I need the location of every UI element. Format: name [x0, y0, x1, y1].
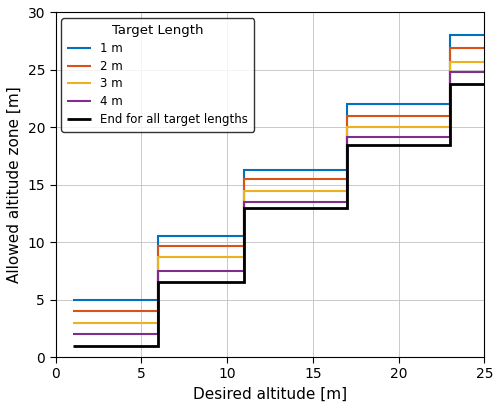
End for all target lengths	[156, 280, 162, 285]
Line: End for all target lengths: End for all target lengths	[72, 84, 484, 346]
1 m	[241, 234, 247, 239]
2 m	[344, 113, 350, 118]
3 m	[156, 255, 162, 260]
End for all target lengths	[482, 81, 488, 86]
4 m	[344, 200, 350, 204]
Line: 3 m: 3 m	[72, 62, 484, 323]
3 m	[482, 59, 488, 64]
Line: 2 m: 2 m	[72, 48, 484, 311]
1 m	[156, 297, 162, 302]
1 m	[344, 102, 350, 107]
2 m	[156, 309, 162, 314]
3 m	[241, 255, 247, 260]
1 m	[70, 297, 75, 302]
Y-axis label: Allowed altitude zone [m]: Allowed altitude zone [m]	[7, 86, 22, 283]
4 m	[70, 332, 75, 337]
1 m	[447, 102, 453, 107]
3 m	[344, 188, 350, 193]
End for all target lengths	[70, 343, 75, 348]
2 m	[344, 177, 350, 182]
End for all target lengths	[241, 280, 247, 285]
4 m	[482, 70, 488, 74]
2 m	[241, 177, 247, 182]
2 m	[447, 45, 453, 50]
2 m	[447, 113, 453, 118]
3 m	[70, 320, 75, 325]
X-axis label: Desired altitude [m]: Desired altitude [m]	[193, 387, 347, 402]
1 m	[344, 167, 350, 172]
4 m	[156, 332, 162, 337]
3 m	[241, 188, 247, 193]
4 m	[241, 200, 247, 204]
1 m	[241, 167, 247, 172]
4 m	[344, 134, 350, 139]
Line: 1 m: 1 m	[72, 36, 484, 300]
4 m	[447, 134, 453, 139]
End for all target lengths	[344, 142, 350, 147]
4 m	[447, 70, 453, 74]
3 m	[344, 125, 350, 130]
End for all target lengths	[241, 205, 247, 210]
3 m	[447, 59, 453, 64]
End for all target lengths	[447, 81, 453, 86]
2 m	[156, 243, 162, 248]
End for all target lengths	[156, 343, 162, 348]
2 m	[482, 45, 488, 50]
Line: 4 m: 4 m	[72, 72, 484, 334]
2 m	[70, 309, 75, 314]
End for all target lengths	[344, 205, 350, 210]
Legend: 1 m, 2 m, 3 m, 4 m, End for all target lengths: 1 m, 2 m, 3 m, 4 m, End for all target l…	[62, 18, 254, 132]
4 m	[241, 268, 247, 273]
3 m	[156, 320, 162, 325]
2 m	[241, 243, 247, 248]
3 m	[447, 125, 453, 130]
End for all target lengths	[447, 142, 453, 147]
1 m	[156, 234, 162, 239]
4 m	[156, 268, 162, 273]
1 m	[482, 33, 488, 38]
1 m	[447, 33, 453, 38]
